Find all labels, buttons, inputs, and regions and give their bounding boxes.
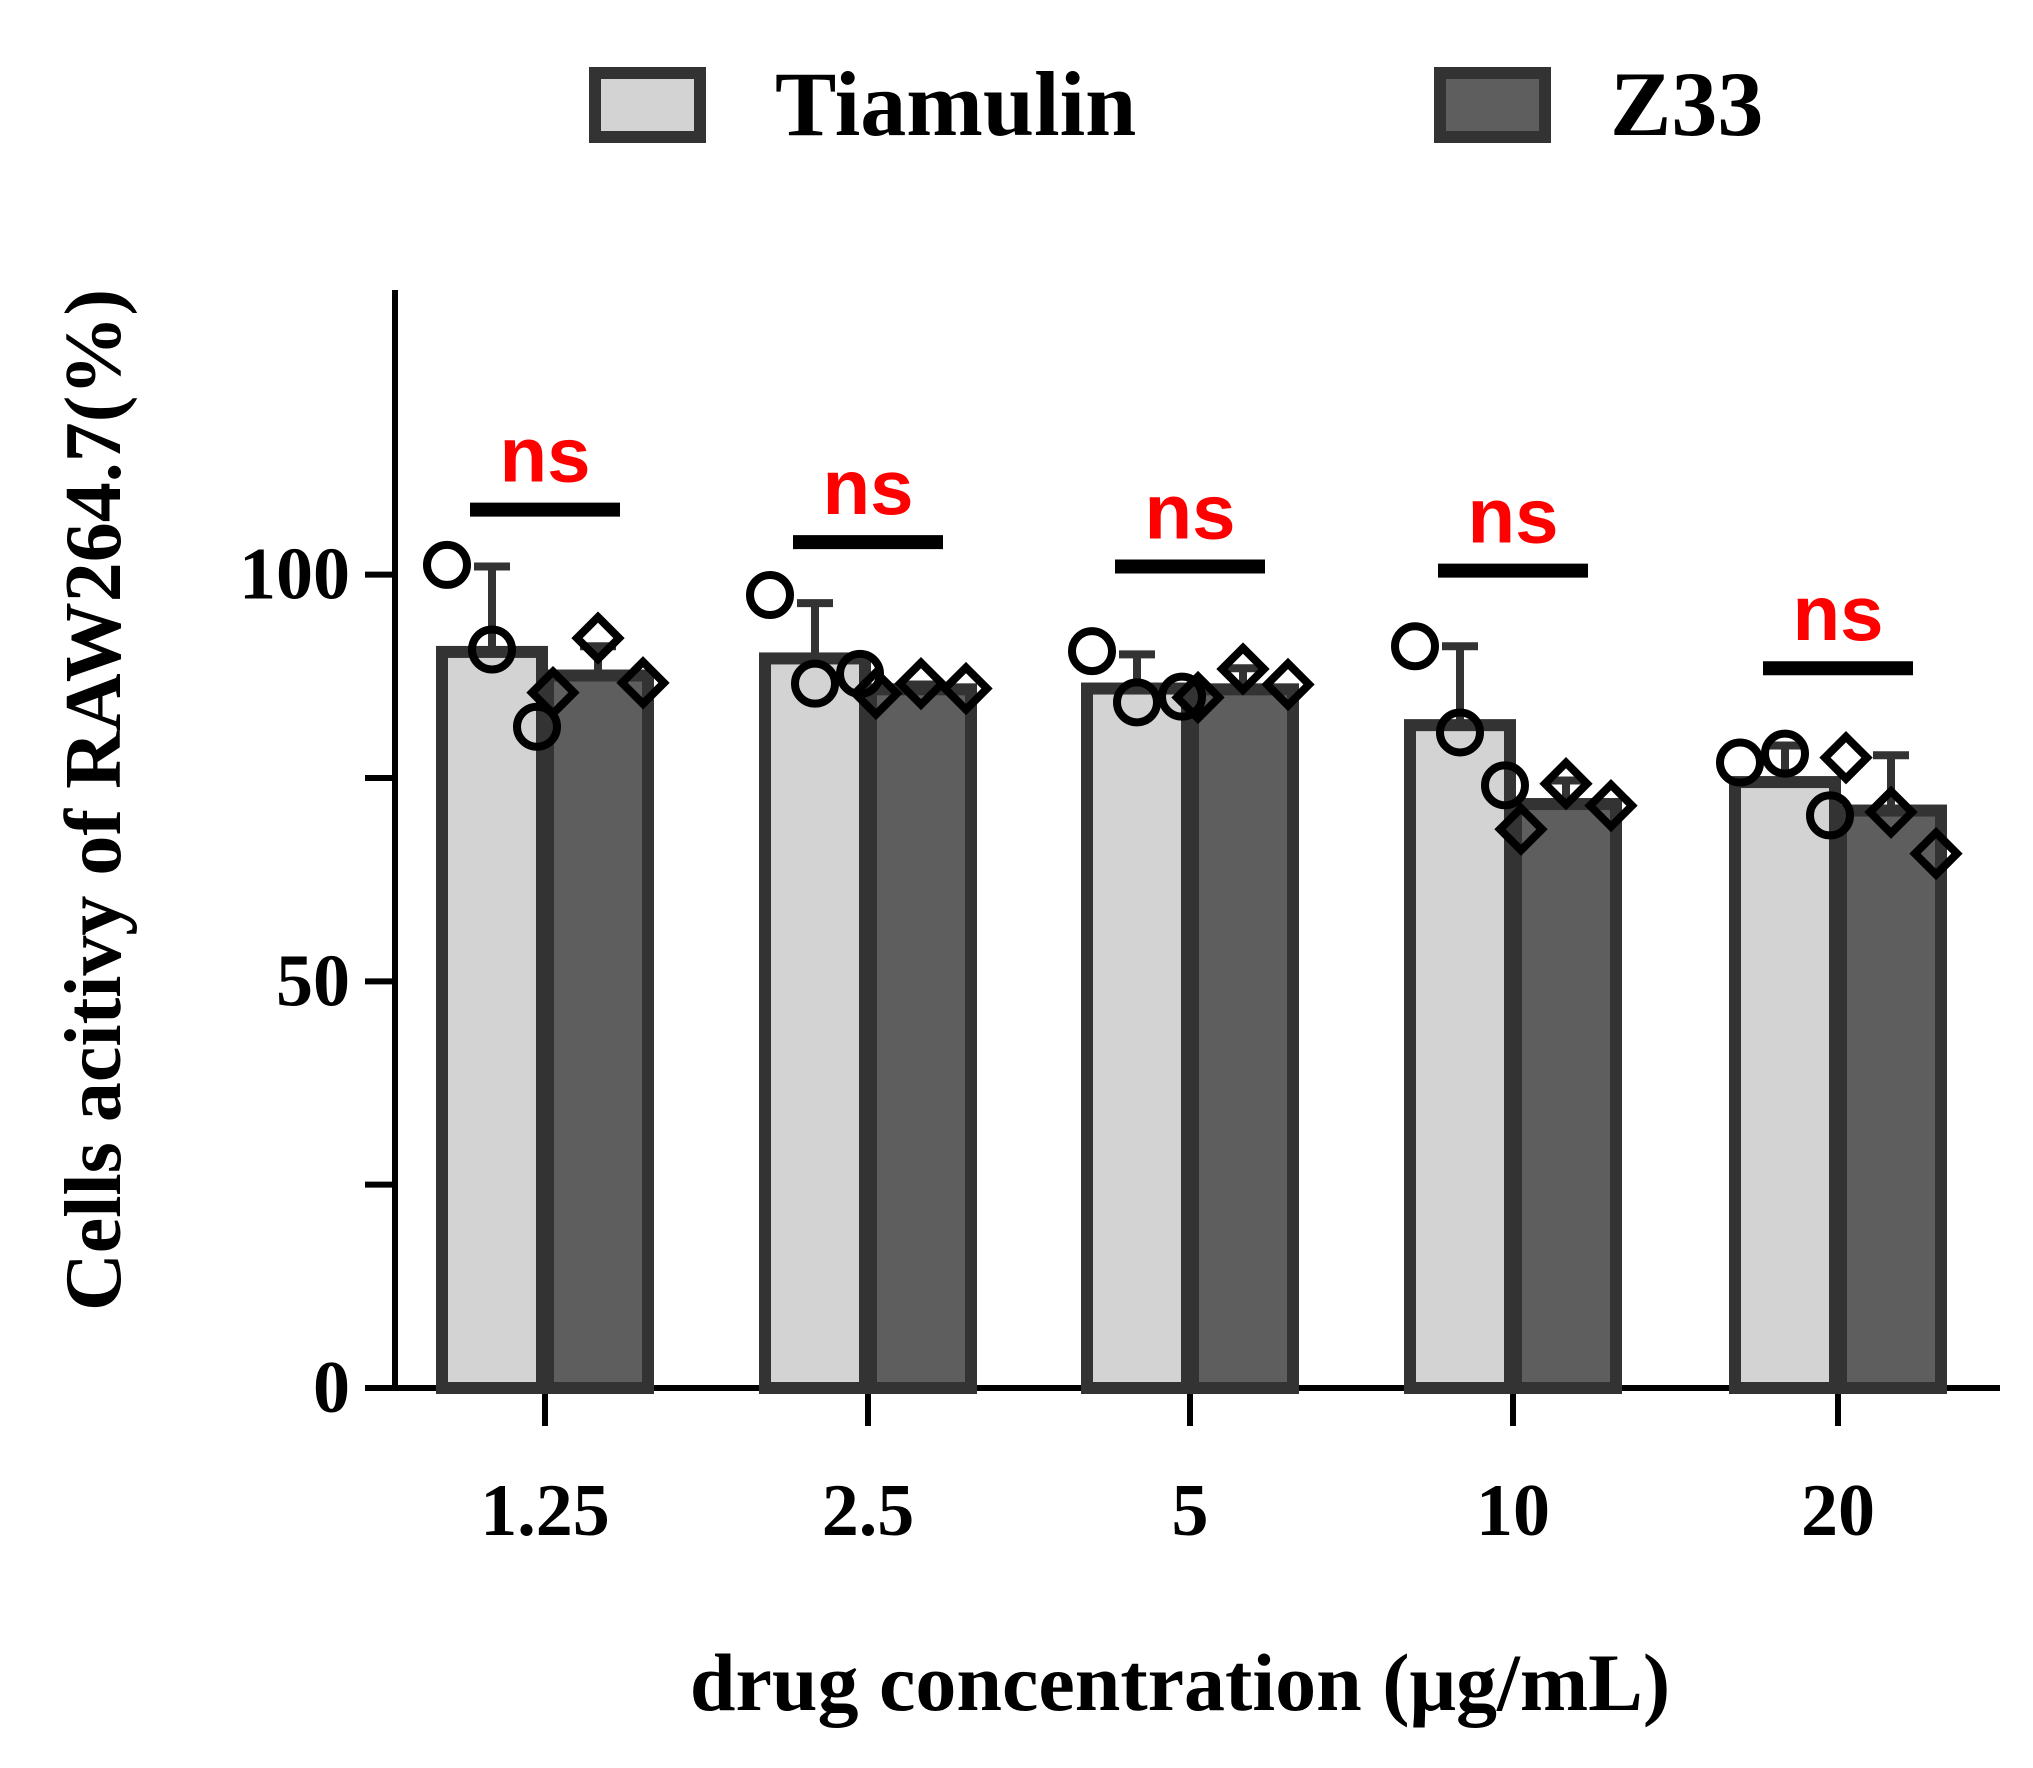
bar-z33-20 — [1835, 804, 1947, 1394]
bar-tiamulin-2.5 — [759, 652, 871, 1394]
y-tick-label: 0 — [313, 1347, 350, 1429]
data-point-circle — [1113, 678, 1161, 727]
x-axis-title: drug concentration (μg/mL) — [690, 1637, 1670, 1728]
data-point-circle — [1436, 708, 1484, 757]
data-point-circle — [1761, 729, 1809, 778]
y-axis: 0 50 100 — [239, 290, 398, 1429]
x-axis: 1.25 2.5 5 10 20 — [392, 1385, 2000, 1552]
x-tick-label: 5 — [1172, 1470, 1209, 1552]
data-point-diamond — [1216, 642, 1270, 696]
data-point-diamond — [1494, 802, 1548, 856]
data-point-circle — [746, 571, 794, 619]
data-point-circle — [423, 540, 471, 589]
legend-label-tiamulin: Tiamulin — [775, 53, 1136, 155]
data-point-circle — [1716, 738, 1764, 787]
x-tick-label: 1.25 — [480, 1470, 610, 1552]
bar-z33-10 — [1510, 798, 1622, 1394]
data-point-diamond — [1261, 657, 1315, 712]
significance-label: ns — [822, 443, 913, 531]
data-point-diamond — [939, 661, 993, 716]
significance-label: ns — [1467, 472, 1558, 560]
x-tick-label: 10 — [1476, 1470, 1550, 1552]
data-point-circle — [791, 659, 839, 708]
y-tick-label: 100 — [239, 534, 350, 616]
legend-swatch-tiamulin — [589, 67, 706, 143]
y-axis-title: Cells acitivy of RAW264.7(%) — [50, 289, 138, 1311]
bar-z33-1.25 — [542, 669, 654, 1394]
legend: Tiamulin Z33 — [589, 53, 1763, 155]
significance-label: ns — [499, 411, 590, 499]
data-point-diamond — [894, 656, 948, 711]
x-tick-label: 20 — [1801, 1470, 1875, 1552]
bar-tiamulin-10 — [1404, 719, 1516, 1394]
data-point-diamond — [1171, 670, 1225, 725]
data-point-diamond — [1539, 757, 1593, 811]
data-point-circle — [513, 702, 561, 751]
bar-tiamulin-1.25 — [436, 645, 548, 1394]
bar-tiamulin-5 — [1081, 682, 1193, 1394]
bar-z33-2.5 — [865, 683, 977, 1394]
significance-label: ns — [1792, 569, 1883, 657]
bar-z33-5 — [1187, 683, 1299, 1394]
significance-label: ns — [1144, 468, 1235, 556]
data-point-diamond — [1584, 778, 1638, 833]
significance-annotations: ns ns ns ns ns — [470, 411, 1913, 676]
y-tick-label: 50 — [276, 940, 350, 1022]
data-point-circle — [1158, 672, 1206, 721]
data-point-diamond — [616, 656, 670, 710]
data-point-diamond — [571, 611, 625, 665]
data-point-diamond — [849, 666, 903, 721]
error-bars — [474, 562, 1909, 811]
legend-swatch-z33 — [1434, 67, 1551, 143]
data-point-circle — [468, 625, 516, 674]
data-point-circle — [1481, 761, 1529, 810]
bar-tiamulin-20 — [1729, 776, 1841, 1394]
data-point-diamond — [1819, 731, 1873, 785]
data-point-diamond — [1909, 826, 1963, 881]
data-point-circle — [1806, 791, 1854, 840]
data-point-diamond — [526, 665, 580, 720]
data-point-circle — [1068, 627, 1116, 676]
data-point-diamond — [1864, 785, 1918, 839]
bars — [436, 645, 1947, 1394]
data-point-circle — [1391, 622, 1439, 671]
x-tick-label: 2.5 — [822, 1470, 915, 1552]
legend-label-z33: Z33 — [1610, 53, 1763, 155]
data-points — [423, 540, 1963, 881]
